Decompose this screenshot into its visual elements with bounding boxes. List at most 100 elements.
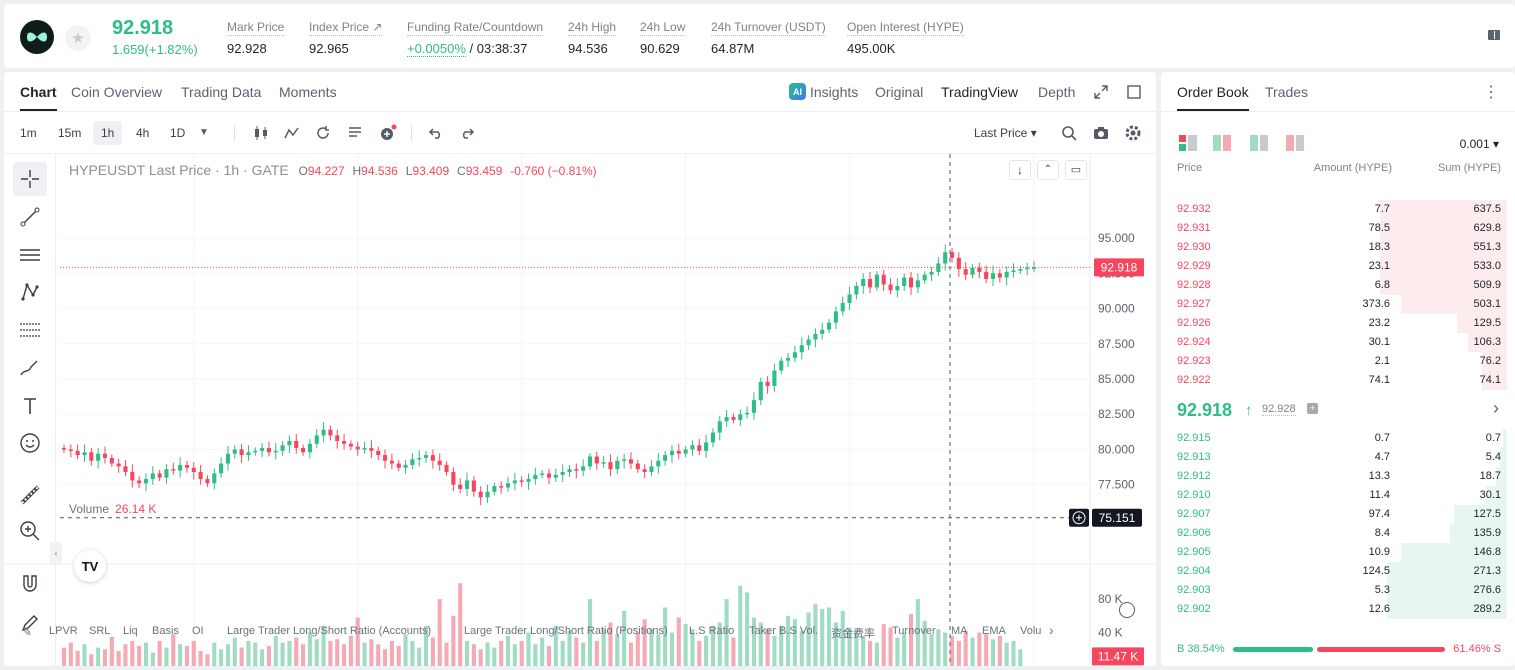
index-price-stat[interactable]: Index Price ↗ 92.965 <box>309 18 383 56</box>
replay-icon[interactable] <box>314 124 332 142</box>
bid-row[interactable]: 92.912 13.3 18.7 <box>1161 467 1515 486</box>
timeframe-4h[interactable]: 4h <box>136 126 150 140</box>
indicator-taker-vol[interactable]: Taker B.S Vol. <box>749 625 819 637</box>
fib-tool-icon[interactable] <box>13 313 47 347</box>
pencil-tool-icon[interactable] <box>13 606 47 640</box>
candle-type-icon[interactable] <box>252 124 270 142</box>
ask-row[interactable]: 92.924 30.1 106.3 <box>1161 333 1515 352</box>
indicator-volume[interactable]: Volu <box>1020 625 1042 637</box>
indicator-srl[interactable]: SRL <box>89 625 111 637</box>
indicator-ma[interactable]: MA <box>951 625 968 637</box>
crosshair-tool-icon[interactable] <box>13 162 47 196</box>
ask-row[interactable]: 92.928 6.8 509.9 <box>1161 276 1515 295</box>
indicator-turnover[interactable]: Turnover <box>892 625 936 637</box>
window-icon[interactable] <box>1127 85 1141 99</box>
bid-row[interactable]: 92.910 11.4 30.1 <box>1161 486 1515 505</box>
tab-chart[interactable]: Chart <box>20 84 57 111</box>
bid-row[interactable]: 92.904 124.5 271.3 <box>1161 562 1515 581</box>
bid-row[interactable]: 92.913 4.7 5.4 <box>1161 448 1515 467</box>
bid-row[interactable]: 92.907 97.4 127.5 <box>1161 505 1515 524</box>
collapse-toolbar-icon[interactable]: ‹ <box>50 542 62 564</box>
emoji-tool-icon[interactable] <box>13 426 47 460</box>
ask-row[interactable]: 92.927 373.6 503.1 <box>1161 295 1515 314</box>
ask-row[interactable]: 92.929 23.1 533.0 <box>1161 257 1515 276</box>
ask-row[interactable]: 92.932 7.7 637.5 <box>1161 200 1515 219</box>
price-chart[interactable]: 95.00092.50090.00087.50085.00082.50080.0… <box>4 154 1156 666</box>
indicator-ls-positions[interactable]: Large Trader Long/Short Ratio (Positions… <box>464 625 668 637</box>
ask-row[interactable]: 92.930 18.3 551.3 <box>1161 238 1515 257</box>
mark-price-stat[interactable]: Mark Price 92.928 <box>227 18 285 56</box>
ask-row[interactable]: 92.931 78.5 629.8 <box>1161 219 1515 238</box>
timeframe-15m[interactable]: 15m <box>58 126 82 140</box>
tab-order-book[interactable]: Order Book <box>1177 84 1249 111</box>
bid-row[interactable]: 92.902 12.6 289.2 <box>1161 600 1515 619</box>
precision-select[interactable]: 0.001 ▾ <box>1459 137 1499 151</box>
magnet-tool-icon[interactable] <box>13 566 47 600</box>
candle-body <box>540 473 545 475</box>
price-type-select[interactable]: Last Price ▾ <box>974 126 1037 140</box>
view-original[interactable]: Original <box>875 84 924 100</box>
stat-label: Index Price ↗ <box>309 20 383 36</box>
layout-both-icon[interactable] <box>1179 135 1197 156</box>
indicators-icon[interactable] <box>283 124 301 142</box>
layout-bids-asks-icon[interactable] <box>1213 135 1231 156</box>
view-insights[interactable]: Insights <box>810 84 859 100</box>
view-tradingview[interactable]: TradingView <box>941 84 1019 100</box>
pattern-tool-icon[interactable] <box>13 275 47 309</box>
tab-moments[interactable]: Moments <box>279 84 337 100</box>
collapse-icon[interactable]: ⌃ <box>1037 160 1059 180</box>
ask-row[interactable]: 92.922 74.1 74.1 <box>1161 371 1515 390</box>
timeframe-1d[interactable]: 1D <box>170 126 186 140</box>
timeframe-1m[interactable]: 1m <box>20 126 37 140</box>
layout-asks-icon[interactable] <box>1286 135 1304 156</box>
indicator-liq[interactable]: Liq <box>123 625 138 637</box>
edit-icon[interactable]: ✎ <box>22 625 33 639</box>
bid-row[interactable]: 92.915 0.7 0.7 <box>1161 429 1515 448</box>
indicator-lpvr[interactable]: LPVR <box>49 625 78 637</box>
ruler-tool-icon[interactable] <box>13 478 47 512</box>
timeframe-1h[interactable]: 1h <box>93 121 123 145</box>
search-icon[interactable] <box>1060 124 1078 142</box>
expand-icon[interactable] <box>1094 85 1108 99</box>
trendline-tool-icon[interactable] <box>13 200 47 234</box>
tab-coin-overview[interactable]: Coin Overview <box>71 84 163 100</box>
indicator-ls-ratio[interactable]: L.S Ratio <box>689 625 735 637</box>
bid-row[interactable]: 92.903 5.3 276.6 <box>1161 581 1515 600</box>
tradingview-logo-icon[interactable]: TV <box>74 550 106 582</box>
camera-icon[interactable] <box>1092 124 1110 142</box>
book-icon[interactable] <box>1487 28 1501 42</box>
bid-row[interactable]: 92.906 8.4 135.9 <box>1161 524 1515 543</box>
zoom-tool-icon[interactable] <box>13 514 47 548</box>
volume-current-label: 11.47 K <box>1098 649 1138 663</box>
indicator-funding[interactable]: 资金费率 <box>831 628 875 640</box>
bid-row[interactable]: 92.905 10.9 146.8 <box>1161 543 1515 562</box>
tab-trading-data[interactable]: Trading Data <box>181 84 262 100</box>
template-icon[interactable] <box>346 124 364 142</box>
horizontal-lines-tool-icon[interactable] <box>13 238 47 272</box>
indicator-basis[interactable]: Basis <box>152 625 179 637</box>
ask-row[interactable]: 92.926 23.2 129.5 <box>1161 314 1515 333</box>
candle-body <box>219 463 224 474</box>
indicator-oi[interactable]: OI <box>192 625 204 637</box>
more-options-icon[interactable]: ⋮ <box>1483 84 1499 101</box>
scroll-down-icon[interactable]: ↓ <box>1009 160 1031 180</box>
funding-rate-stat[interactable]: Funding Rate/Countdown +0.0050% / 03:38:… <box>407 18 544 57</box>
favorite-star-icon[interactable]: ★ <box>65 25 91 51</box>
timeframe-dropdown-icon[interactable]: ▼ <box>199 127 209 138</box>
redo-icon[interactable] <box>458 124 476 142</box>
chevron-right-icon[interactable]: › <box>1493 398 1499 418</box>
undo-icon[interactable] <box>427 124 445 142</box>
fullscreen-chart-icon[interactable]: ▭ <box>1065 160 1087 180</box>
chevron-right-icon[interactable]: › <box>1049 622 1054 638</box>
tab-trades[interactable]: Trades <box>1265 84 1309 100</box>
indicator-ls-accounts[interactable]: Large Trader Long/Short Ratio (Accounts) <box>227 625 432 637</box>
ask-row[interactable]: 92.923 2.1 76.2 <box>1161 352 1515 371</box>
chart-settings-icon[interactable] <box>1119 602 1135 618</box>
add-indicator-icon[interactable] <box>379 124 397 142</box>
brush-tool-icon[interactable] <box>13 351 47 385</box>
layout-bids-icon[interactable] <box>1250 135 1268 156</box>
indicator-ema[interactable]: EMA <box>982 625 1006 637</box>
text-tool-icon[interactable] <box>13 389 47 423</box>
settings-gear-icon[interactable] <box>1124 124 1142 142</box>
view-depth[interactable]: Depth <box>1038 84 1076 100</box>
